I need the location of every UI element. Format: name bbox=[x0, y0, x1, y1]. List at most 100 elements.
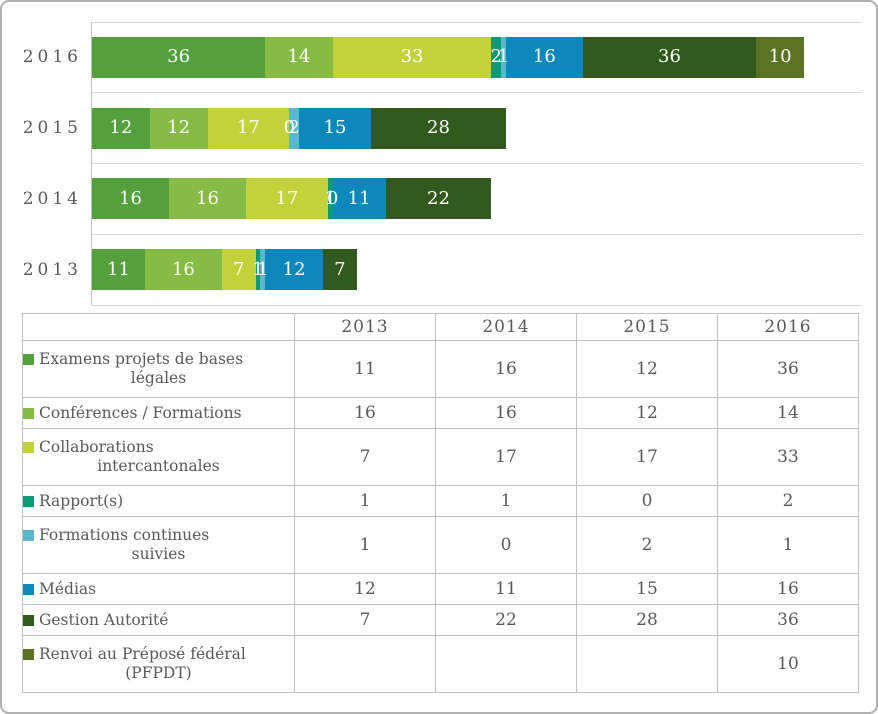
table-value-cell bbox=[294, 635, 436, 693]
bar-segment bbox=[491, 36, 502, 78]
legend-swatch bbox=[23, 407, 34, 419]
bar-value-label: 1 bbox=[497, 46, 510, 68]
series-label-cell: Renvoi au Préposé fédéral (PFPDT) bbox=[22, 635, 295, 693]
axis-category-label: 2014 bbox=[22, 188, 82, 209]
table-value-cell: 16 bbox=[435, 397, 577, 429]
bar-value-label: 12 bbox=[282, 258, 306, 280]
series-label-continued: suivies bbox=[131, 545, 186, 563]
table-value-cell: 1 bbox=[435, 485, 577, 517]
bar-segment bbox=[371, 107, 506, 149]
table-value-cell: 11 bbox=[294, 340, 436, 398]
bar-value-label: 7 bbox=[334, 258, 346, 280]
bar-value-label: 7 bbox=[233, 258, 245, 280]
bar-segment bbox=[221, 249, 256, 291]
bar-value-label: 16 bbox=[196, 187, 219, 209]
table-value-cell: 0 bbox=[435, 516, 577, 574]
bar-segment bbox=[92, 36, 266, 78]
legend-swatch bbox=[23, 614, 34, 626]
table-value-cell: 15 bbox=[576, 573, 718, 605]
bar-segment bbox=[298, 107, 372, 149]
bar-segment bbox=[265, 249, 323, 291]
bar-segment bbox=[332, 178, 386, 220]
series-label: Renvoi au Préposé fédéral bbox=[23, 645, 294, 664]
bar-segment bbox=[265, 36, 333, 78]
table-value-cell: 14 bbox=[717, 397, 859, 429]
bar-value-label: 11 bbox=[107, 258, 130, 280]
bar-value-label: 12 bbox=[167, 117, 191, 139]
table-row: Examens projets de bases légales 11 16 12 36 bbox=[22, 340, 859, 398]
legend-swatch bbox=[23, 442, 34, 453]
table-value-cell: 10 bbox=[717, 635, 859, 693]
table-corner-cell bbox=[22, 313, 295, 341]
table-value-cell: 12 bbox=[576, 340, 718, 398]
bar-row: 11 16 7 1 1 12 7 bbox=[92, 249, 862, 291]
table-value-cell: 0 bbox=[576, 485, 718, 517]
bar-segment bbox=[169, 178, 246, 220]
table-value-cell: 11 bbox=[435, 573, 577, 605]
bar-segment bbox=[323, 249, 357, 291]
bar-value-label: 1 bbox=[252, 258, 264, 280]
series-label-cell: Rapport(s) bbox=[22, 485, 295, 517]
table-value-cell: 1 bbox=[294, 516, 436, 574]
bar-value-label: 33 bbox=[400, 46, 424, 68]
series-label-cell: Conférences / Formations bbox=[22, 397, 295, 429]
table-year-header: 2015 bbox=[576, 313, 718, 341]
table-value-cell: 1 bbox=[717, 516, 859, 574]
legend-swatch bbox=[23, 649, 34, 660]
legend-swatch bbox=[23, 583, 34, 595]
legend-swatch bbox=[23, 495, 34, 507]
gridline bbox=[92, 92, 862, 94]
bar-value-label: 14 bbox=[287, 46, 311, 68]
table-value-cell: 12 bbox=[576, 397, 718, 429]
series-label-continued: (PFPDT) bbox=[125, 664, 192, 682]
series-label: Gestion Autorité bbox=[23, 611, 294, 630]
gridline bbox=[92, 163, 862, 164]
bar-segment bbox=[582, 36, 757, 78]
bar-value-label: 12 bbox=[109, 117, 133, 139]
bar-segment bbox=[385, 178, 492, 220]
axis-category-label: 2016 bbox=[22, 47, 82, 68]
bar-value-label: 11 bbox=[347, 187, 371, 209]
gridline bbox=[92, 233, 862, 235]
table-value-cell: 16 bbox=[717, 573, 859, 605]
table-row: Collaborations intercantonales 7 17 17 33 bbox=[22, 428, 859, 486]
table-row: Formations continues suivies 1 0 2 1 bbox=[22, 516, 859, 574]
series-label: Collaborations bbox=[23, 438, 294, 457]
bar-segment bbox=[289, 107, 299, 149]
table-value-cell: 2 bbox=[576, 516, 718, 574]
bar-segment bbox=[246, 178, 328, 220]
bar-row: 16 16 17 1 0 11 22 bbox=[92, 178, 862, 220]
table-value-cell: 17 bbox=[576, 428, 718, 486]
series-label-cell: Gestion Autorité bbox=[22, 604, 295, 636]
table-value-cell: 36 bbox=[717, 604, 859, 636]
bar-value-label: 16 bbox=[171, 258, 195, 280]
table-value-cell: 1 bbox=[294, 485, 436, 517]
table-value-cell bbox=[576, 635, 718, 693]
bar-segment bbox=[501, 36, 506, 78]
axis-category-label: 2015 bbox=[22, 118, 82, 139]
bar-segment bbox=[207, 107, 290, 149]
bar-segment bbox=[92, 249, 145, 291]
bar-value-label: 16 bbox=[119, 187, 142, 209]
table-year-header: 2013 bbox=[294, 313, 436, 341]
series-label-continued: légales bbox=[130, 369, 187, 387]
bar-segment bbox=[327, 178, 333, 220]
bar-segment bbox=[92, 107, 150, 149]
bar-value-label: 0 bbox=[283, 117, 296, 139]
bar-value-label: 2 bbox=[490, 46, 502, 68]
table-value-cell: 28 bbox=[576, 604, 718, 636]
table-value-cell: 16 bbox=[294, 397, 436, 429]
series-label: Formations continues bbox=[23, 526, 294, 545]
series-label-cell: Examens projets de bases légales bbox=[22, 340, 295, 398]
bar-segment bbox=[260, 249, 266, 291]
table-year-header: 2014 bbox=[435, 313, 577, 341]
gridline bbox=[92, 304, 862, 306]
table-value-cell: 16 bbox=[435, 340, 577, 398]
series-label: Médias bbox=[23, 580, 294, 599]
bar-segment bbox=[332, 36, 492, 78]
bar-segment bbox=[92, 178, 169, 220]
bar-value-label: 0 bbox=[326, 187, 339, 209]
bar-segment bbox=[255, 249, 261, 291]
bar-value-label: 15 bbox=[323, 117, 347, 139]
stacked-bar-chart: 2016 36 14 33 2 1 16 36 10 2015 12 12 17 0 2 15 28 2014 16… bbox=[2, 2, 876, 310]
